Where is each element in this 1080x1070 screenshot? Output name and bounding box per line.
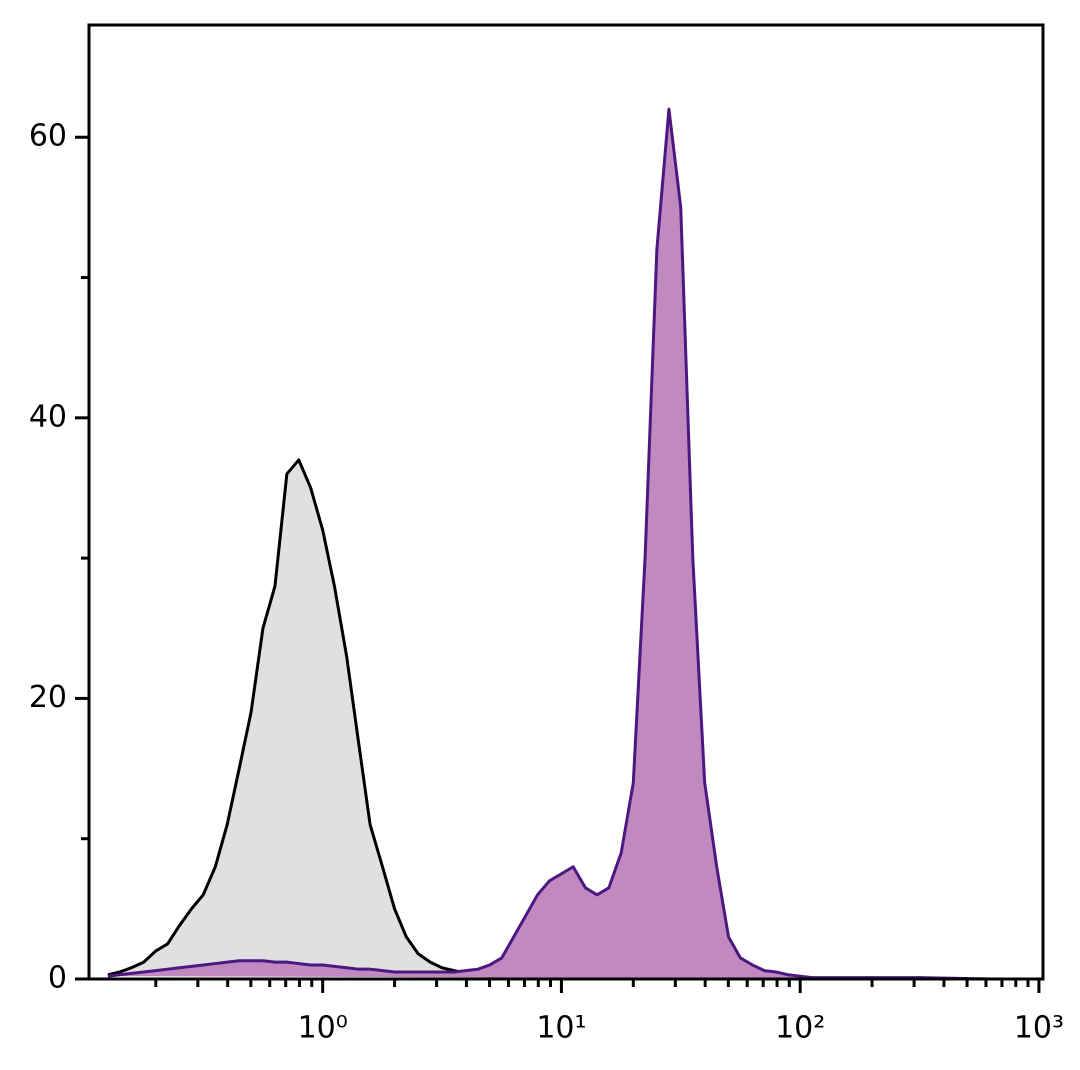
x-tick-label: 10² [775,1011,825,1046]
plot-frame [87,23,1045,981]
x-tick-label: 10⁰ [298,1011,348,1046]
y-tick-label: 40 [29,399,67,434]
x-tick-label: 10³ [1014,1011,1064,1046]
y-tick-label: 20 [29,680,67,715]
y-tick-label: 60 [29,119,67,154]
x-tick-label: 10¹ [536,1011,586,1046]
histogram-area [107,107,992,981]
y-tick-label: 0 [48,961,67,996]
